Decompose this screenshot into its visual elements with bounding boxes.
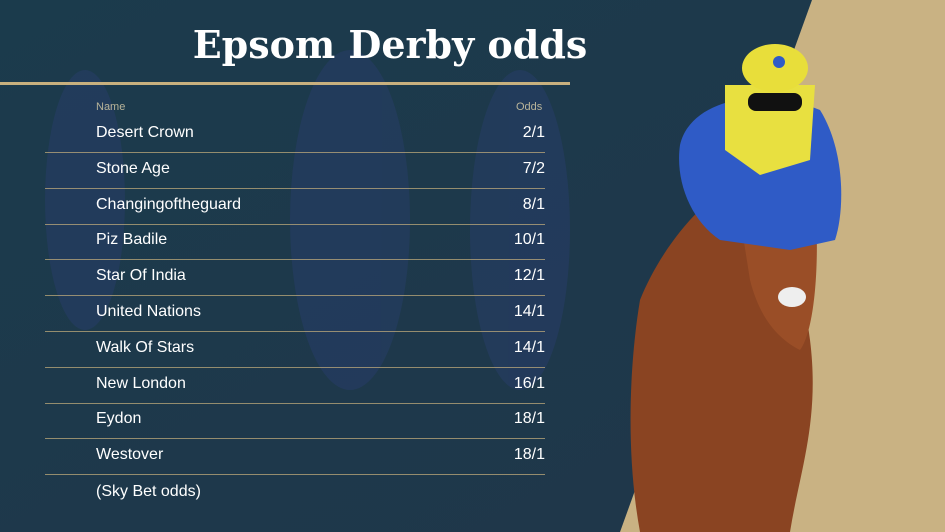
table-row: Star Of India 12/1 [45,260,545,297]
table-row: Walk Of Stars 14/1 [45,332,545,368]
table-row: Changingoftheguard 8/1 [45,189,545,225]
horse-name: Walk Of Stars [96,338,195,356]
horse-name: Star Of India [96,267,186,285]
horse-name: Westover [96,446,164,464]
column-header-odds: Odds [516,101,543,113]
title-divider [0,82,570,85]
odds-value: 12/1 [513,267,545,285]
odds-value: 14/1 [513,303,545,320]
table-row: Stone Age 7/2 [45,153,545,189]
table-row: New London 16/1 [45,368,545,404]
horse-name: Eydon [96,410,142,428]
table-row: United Nations 14/1 [45,296,545,332]
horse-name: Desert Crown [96,124,194,141]
horse-name: Stone Age [96,159,170,177]
horse-name: United Nations [96,303,201,320]
odds-value: 7/2 [522,159,545,177]
odds-value: 16/1 [513,374,545,392]
odds-value: 18/1 [513,446,545,464]
column-header-name: Name [96,101,126,113]
footnote: (Sky Bet odds) [96,483,201,500]
page-title: Epsom Derby odds [192,22,588,67]
odds-value: 2/1 [522,124,545,141]
horse-name: Piz Badile [96,231,168,249]
horse-name: New London [96,374,186,392]
horse-and-jockey [630,44,842,532]
table-row: Piz Badile 10/1 [45,224,545,261]
odds-value: 10/1 [513,231,545,249]
odds-value: 14/1 [513,338,545,356]
odds-value: 8/1 [522,195,545,213]
horse-name: Changingoftheguard [96,195,242,213]
table-row: Westover 18/1 [45,439,545,476]
table-row: Eydon 18/1 [45,403,545,440]
odds-value: 18/1 [513,410,545,428]
table-row: Desert Crown 2/1 [45,117,545,153]
